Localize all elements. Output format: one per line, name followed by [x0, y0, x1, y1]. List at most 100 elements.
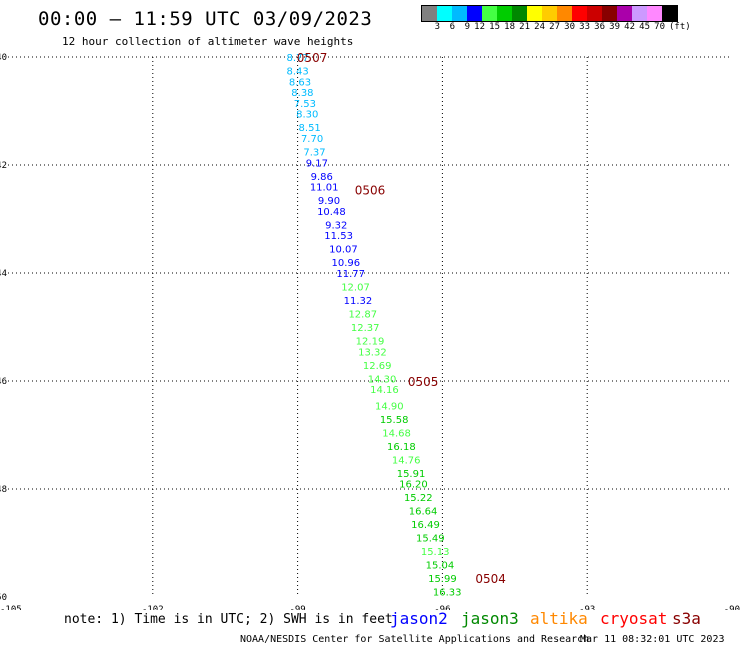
swh-point: 14.68: [382, 428, 411, 439]
swh-point: 8.38: [291, 88, 313, 99]
footer-note: note: 1) Time is in UTC; 2) SWH is in fe…: [64, 612, 393, 627]
legend-label: (ft): [669, 22, 691, 32]
legend-swatch: [572, 6, 587, 21]
swh-point: 9.86: [311, 172, 333, 183]
legend-swatch: [452, 6, 467, 21]
swh-point: 16.18: [387, 442, 416, 453]
swh-point: 14.76: [392, 455, 421, 466]
y-tick-label: -40: [0, 53, 7, 63]
legend-label: 45: [639, 22, 650, 32]
legend-label: 39: [609, 22, 620, 32]
chart-title: 00:00 – 11:59 UTC 03/09/2023: [38, 8, 373, 30]
swh-point: 16.64: [409, 507, 438, 518]
legend-label: 24: [534, 22, 545, 32]
swh-point: 14.30: [368, 374, 397, 385]
swh-point: 8.43: [286, 67, 308, 78]
swh-point: 15.13: [421, 547, 450, 558]
swh-point: 9.17: [306, 158, 328, 169]
sat-label-cryosat: cryosat: [600, 609, 668, 628]
time-label: 0506: [355, 183, 386, 197]
legend-swatch: [437, 6, 452, 21]
legend-swatch: [617, 6, 632, 21]
legend-label: 15: [489, 22, 500, 32]
y-tick-label: -46: [0, 377, 7, 387]
color-scale-legend: [421, 5, 678, 22]
y-tick-label: -42: [0, 161, 7, 171]
swh-point: 10.07: [329, 245, 358, 256]
time-label: 0505: [408, 375, 439, 389]
legend-label: 3: [434, 22, 440, 32]
swh-point: 7.53: [294, 99, 316, 110]
legend-swatch: [602, 6, 617, 21]
x-tick-label: -93: [579, 605, 595, 610]
swh-point: 14.90: [375, 401, 404, 412]
legend-label: 27: [549, 22, 560, 32]
swh-point: 8.30: [296, 110, 318, 121]
legend-swatch: [527, 6, 542, 21]
legend-label: 33: [579, 22, 590, 32]
sat-label-jason2: jason2: [390, 609, 448, 628]
swh-point: 11.53: [324, 231, 353, 242]
swh-point: 8.51: [299, 123, 321, 134]
swh-point: 12.69: [363, 361, 392, 372]
swh-point: 9.90: [318, 196, 340, 207]
swh-point: 15.91: [397, 469, 426, 480]
legend-label: 36: [594, 22, 605, 32]
swh-point: 15.99: [428, 574, 457, 585]
swh-point: 10.96: [332, 258, 361, 269]
legend-label: 70: [654, 22, 665, 32]
swh-point: 9.32: [325, 220, 347, 231]
wave-height-plot: -40 -42 -44 -46 -48 -50 -105 -102 -99 -96 -93 -90 8.…: [0, 51, 740, 610]
swh-point: 8.63: [289, 77, 311, 88]
swh-point: 12.07: [341, 283, 370, 294]
swh-point: 8.77: [286, 53, 308, 64]
legend-swatch: [467, 6, 482, 21]
legend-swatch: [587, 6, 602, 21]
x-tick-label: -90: [724, 605, 740, 610]
legend-label: 18: [504, 22, 515, 32]
time-label: 0507: [297, 51, 328, 65]
legend-swatch: [422, 6, 437, 21]
legend-label: 12: [474, 22, 485, 32]
swh-point: 11.32: [344, 296, 373, 307]
chart-subtitle: 12 hour collection of altimeter wave hei…: [62, 35, 354, 48]
legend-swatch: [557, 6, 572, 21]
swh-point: 14.16: [370, 385, 399, 396]
legend-swatch: [542, 6, 557, 21]
legend-label: 9: [464, 22, 470, 32]
x-tick-label: -96: [434, 605, 450, 610]
swh-point: 11.01: [310, 183, 339, 194]
swh-point: 11.77: [336, 269, 365, 280]
y-tick-label: -50: [0, 593, 7, 603]
swh-point: 16.49: [411, 520, 440, 531]
swh-point: 12.87: [348, 310, 377, 321]
credit-line: NOAA/NESDIS Center for Satellite Applica…: [240, 634, 590, 645]
swh-point: 15.49: [416, 534, 445, 545]
sat-label-altika: altika: [530, 609, 588, 628]
x-tick-label: -105: [0, 605, 22, 610]
sat-label-s3a: s3a: [672, 609, 701, 628]
swh-point: 16.20: [399, 480, 428, 491]
swh-point: 15.04: [426, 561, 455, 572]
time-label: 0504: [475, 572, 506, 586]
legend-swatch: [512, 6, 527, 21]
legend-label: 30: [564, 22, 575, 32]
swh-point: 12.19: [356, 337, 385, 348]
swh-point: 15.22: [404, 493, 433, 504]
swh-point: 7.70: [301, 134, 323, 145]
legend-swatch: [647, 6, 662, 21]
swh-point: 7.37: [303, 148, 325, 159]
legend-swatch: [662, 6, 677, 21]
swh-point: 15.58: [380, 415, 409, 426]
legend-swatch: [632, 6, 647, 21]
swh-point: 12.37: [351, 323, 380, 334]
legend-swatch: [482, 6, 497, 21]
swh-point: 13.32: [358, 347, 387, 358]
legend-label: 6: [449, 22, 455, 32]
legend-swatch: [497, 6, 512, 21]
x-tick-label: -102: [142, 605, 164, 610]
timestamp: Mar 11 08:32:01 UTC 2023: [580, 634, 725, 645]
x-tick-label: -99: [289, 605, 305, 610]
y-tick-label: -48: [0, 485, 7, 495]
swh-point: 16.33: [433, 588, 462, 599]
